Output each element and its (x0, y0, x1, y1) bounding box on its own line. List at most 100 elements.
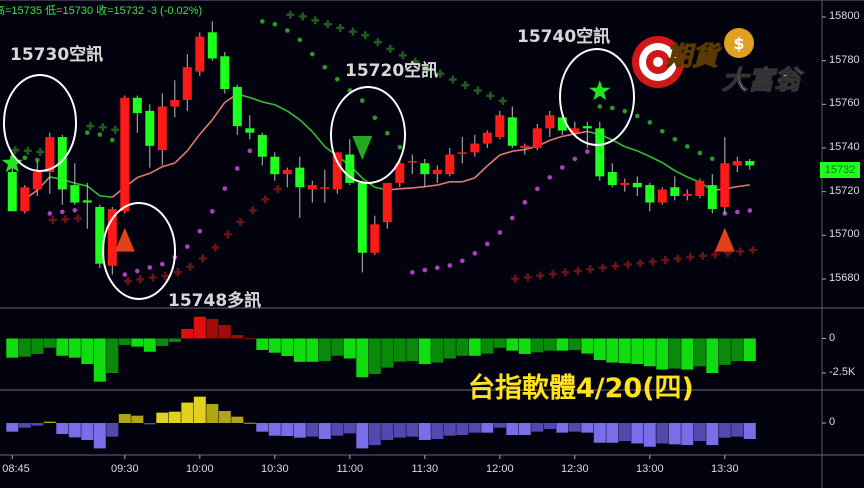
oscillator-bar (56, 423, 69, 435)
stop-cross (223, 230, 232, 239)
histogram-bar (681, 338, 694, 370)
histogram-bar (606, 338, 619, 363)
sar-dot (635, 113, 640, 119)
annotation-label: 15740空訊 (517, 27, 611, 47)
stop-cross (323, 20, 332, 29)
oscillator-bar (343, 423, 356, 434)
sar-dot (72, 207, 78, 213)
stop-cross (248, 206, 257, 215)
stop-cross (61, 215, 70, 224)
ma-line-segment (99, 194, 113, 199)
candle-body (32, 171, 42, 190)
stop-cross (148, 273, 157, 282)
x-tick-label: 10:30 (261, 463, 289, 475)
candle-body (70, 185, 80, 203)
candle-body (707, 185, 717, 210)
sar-dot (535, 186, 540, 192)
oscillator-bar (118, 414, 131, 423)
stop-cross (498, 96, 507, 105)
histogram-bar (656, 338, 669, 370)
sar-dot (97, 132, 103, 137)
oscillator-bar (506, 423, 519, 435)
stop-cross (286, 10, 295, 19)
histogram-bar (93, 338, 106, 382)
signal-circle (330, 86, 406, 184)
stop-cross (423, 63, 432, 72)
oscillator-bar (693, 423, 706, 442)
y-tick-label: 15740 (829, 140, 860, 153)
stop-cross (461, 81, 470, 90)
oscillator-bar (631, 423, 644, 444)
candle-body (257, 134, 267, 157)
oscillator-bar (318, 423, 331, 439)
histogram-bar (543, 338, 556, 351)
candle-body (520, 145, 530, 148)
histogram-bar (418, 338, 431, 365)
ma-line-segment (274, 104, 288, 112)
stop-cross (486, 91, 495, 100)
histogram-bar (743, 338, 756, 362)
oscillator-bar (243, 422, 256, 424)
histogram-bar (131, 338, 144, 347)
x-tick-label: 08:45 (2, 463, 30, 475)
histogram-bar (468, 338, 481, 356)
x-tick-label: 09:30 (111, 463, 139, 475)
histogram-bar (556, 338, 569, 351)
candle-body (645, 185, 655, 203)
stop-cross (336, 23, 345, 32)
sar-dot (185, 244, 190, 249)
x-tick-label: 13:30 (711, 463, 739, 475)
stop-cross (611, 262, 620, 271)
candle-body (745, 161, 755, 166)
candle-body (432, 169, 442, 175)
oscillator-bar (68, 423, 81, 438)
histogram-bar (631, 338, 644, 365)
oscillator-bar (643, 423, 656, 447)
candle-body (357, 182, 367, 253)
candle-body (570, 128, 580, 133)
ma-line-segment (149, 166, 163, 175)
oscillator-bar (443, 423, 456, 436)
x-tick-label: 12:30 (561, 463, 589, 475)
sar-dot (222, 186, 228, 191)
sar-dot (422, 267, 428, 273)
candle-body (45, 137, 55, 172)
y-tick-label: 15760 (829, 97, 860, 110)
histogram-bar (318, 338, 331, 362)
annotation-label: 15720空訊 (345, 61, 439, 81)
oscillator-bar (306, 423, 319, 437)
candle-body (120, 97, 130, 212)
sar-dot (285, 28, 290, 33)
oscillator-bar (331, 423, 344, 436)
histogram-bar (393, 338, 406, 362)
sar-dot (310, 51, 315, 57)
candle-body (495, 115, 505, 138)
stop-cross (123, 277, 132, 286)
histogram-bar (343, 338, 356, 359)
oscillator-bar (31, 423, 44, 426)
svg-text:$: $ (733, 34, 744, 53)
histogram-bar (243, 338, 256, 340)
sar-dot (472, 251, 478, 256)
oscillator-bar (393, 423, 406, 438)
logo-text: 大富翁 (721, 66, 801, 97)
oscillator-bar (206, 403, 219, 423)
stop-cross (386, 44, 395, 53)
histogram-bar (706, 338, 719, 373)
stop-cross (236, 217, 245, 226)
candle-body (582, 126, 592, 129)
ma-line-segment (137, 172, 151, 179)
oscillator-bar (218, 411, 231, 423)
candle-body (545, 115, 555, 129)
oscillator-bar (456, 423, 469, 435)
ma-line-segment (611, 139, 626, 148)
ma-line-segment (437, 181, 451, 186)
sar-dot (122, 272, 128, 277)
y-tick-label: 15800 (829, 10, 860, 22)
ma-line-segment (211, 101, 226, 121)
histogram-bar (593, 338, 606, 361)
sar-dot (410, 270, 415, 275)
sar-dot (710, 156, 715, 162)
buy-triangle-icon (114, 227, 135, 252)
